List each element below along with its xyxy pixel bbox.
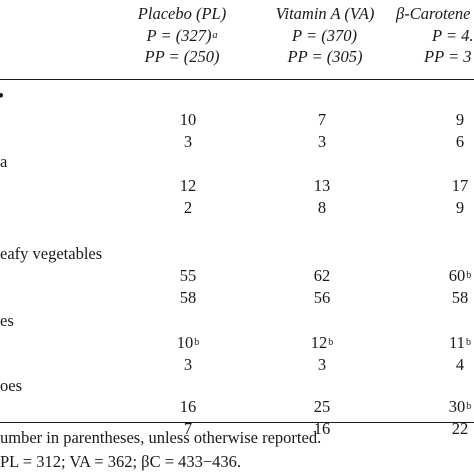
header-rule	[0, 79, 474, 81]
table-cell: 10b	[163, 333, 213, 352]
cell-value: 12	[179, 176, 197, 195]
cell-value: 10	[179, 110, 197, 129]
col-name: Vitamin A (VA)	[275, 4, 375, 23]
table-cell: 30b	[435, 397, 474, 416]
cell-value: 9	[455, 198, 465, 217]
cell-footnote-marker: b	[466, 401, 472, 412]
table-cell: 25	[297, 397, 347, 416]
cell-value: 62	[313, 266, 331, 285]
table-cell: 7	[297, 110, 347, 129]
cell-value: 60	[448, 266, 466, 285]
table-cell: 3	[297, 132, 347, 151]
table-cell: 16	[297, 419, 347, 438]
table-cell: 12b	[297, 333, 347, 352]
col-header-beta-carotene: β-Carotene P = 4. PP = 3	[396, 4, 474, 66]
cell-value: 6	[455, 132, 465, 151]
table-cell: 58	[435, 288, 474, 307]
cell-value: 25	[313, 397, 331, 416]
table-cell: 55	[163, 266, 213, 285]
cell-value: 8	[317, 198, 327, 217]
col-p-count: P = (370)	[292, 25, 357, 45]
cell-value: 56	[313, 288, 331, 307]
col-p-count: P = 4.	[432, 25, 474, 45]
group-label: es	[0, 311, 14, 330]
cell-value: 4	[455, 355, 465, 374]
col-header-placebo: Placebo (PL) P = (327)a PP = (250)	[112, 4, 252, 66]
cell-value: 58	[179, 288, 197, 307]
cell-value: 2	[183, 198, 193, 217]
table-cell: 11b	[435, 333, 474, 352]
group-label: oes	[0, 376, 22, 395]
table-cell: 6	[435, 132, 474, 151]
cell-value: 10	[176, 333, 194, 352]
cell-value: 9	[455, 110, 465, 129]
table-cell: 56	[297, 288, 347, 307]
table-cell: 9	[435, 198, 474, 217]
group-label: a	[0, 152, 8, 171]
table-cell: 62	[297, 266, 347, 285]
cell-value: 16	[313, 419, 331, 438]
table-cell: 3	[163, 132, 213, 151]
cell-footnote-marker: b	[328, 337, 334, 348]
footnote-1: umber in parentheses, unless otherwise r…	[0, 428, 322, 447]
footer-rule	[0, 422, 474, 424]
footnote-2: PL = 312; VA = 362; βC = 433−436.	[0, 452, 242, 471]
table-cell: 16	[163, 397, 213, 416]
table-cell: 10	[163, 110, 213, 129]
cell-value: 17	[451, 176, 469, 195]
table-cell: 13	[297, 176, 347, 195]
group-label: eafy vegetables	[0, 244, 103, 263]
cell-value: 11	[449, 333, 465, 352]
col-name: β-Carotene	[396, 4, 471, 23]
table-cell: 17	[435, 176, 474, 195]
col-pp-count: PP = (250)	[144, 47, 220, 66]
col-pp-count: PP = (305)	[287, 47, 363, 66]
group-label: •	[0, 87, 4, 105]
cell-value: 13	[313, 176, 331, 195]
cell-value: 3	[183, 355, 193, 374]
table-cell: 22	[435, 419, 474, 438]
table-cell: 8	[297, 198, 347, 217]
table-cell: 2	[163, 198, 213, 217]
cell-footnote-marker: b	[466, 270, 472, 281]
cell-footnote-marker: b	[194, 337, 200, 348]
cell-value: 16	[179, 397, 197, 416]
table-cell: 9	[435, 110, 474, 129]
table-cell: 3	[163, 355, 213, 374]
cell-value: 7	[183, 419, 193, 438]
col-pp-count: PP = 3	[424, 47, 472, 66]
table-cell: 12	[163, 176, 213, 195]
cell-value: 3	[317, 355, 327, 374]
cell-value: 3	[317, 132, 327, 151]
cell-value: 22	[451, 419, 469, 438]
cell-footnote-marker: b	[465, 337, 471, 348]
cell-value: 7	[317, 110, 327, 129]
table-cell: 60b	[435, 266, 474, 285]
col-name: Placebo (PL)	[137, 4, 227, 23]
table-cell: 4	[435, 355, 474, 374]
cell-value: 58	[451, 288, 469, 307]
table-cell: 58	[163, 288, 213, 307]
cell-value: 30	[448, 397, 466, 416]
cell-value: 3	[183, 132, 193, 151]
table-cell: 3	[297, 355, 347, 374]
table-cell: 7	[163, 419, 213, 438]
cell-value: 55	[179, 266, 197, 285]
col-header-vitamin-a: Vitamin A (VA) P = (370) PP = (305)	[255, 4, 395, 66]
cell-value: 12	[310, 333, 328, 352]
col-p-count: P = (327)a	[146, 25, 218, 45]
